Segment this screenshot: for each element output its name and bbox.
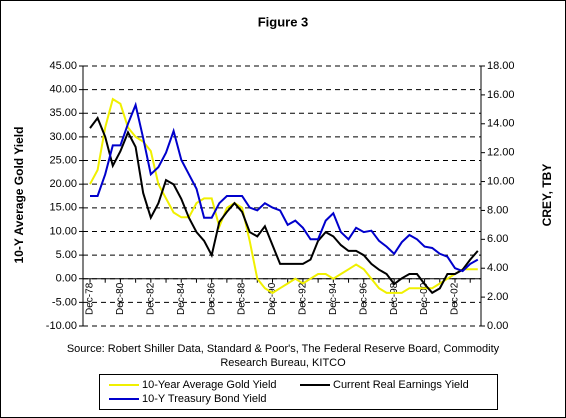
y-tick-label: 5.00	[56, 249, 77, 261]
y-tick-label: 15.00	[49, 202, 77, 214]
y-tick-label: 35.00	[49, 107, 77, 119]
source-note: Research Bureau, KITCO	[220, 357, 346, 369]
legend-label: 10-Year Average Gold Yield	[142, 379, 277, 391]
y2-tick-label: 12.00	[487, 147, 515, 159]
y-tick-label: -10.00	[46, 320, 77, 332]
y2-tick-label: 16.00	[487, 89, 515, 101]
x-tick-label: Dec-78	[85, 282, 96, 315]
y-tick-label: 45.00	[49, 60, 77, 72]
legend-label: 10-Y Treasury Bond Yield	[142, 393, 267, 405]
series-line	[89, 115, 479, 295]
x-tick-label: Dec-98	[389, 282, 400, 315]
y2-tick-label: 8.00	[487, 204, 508, 216]
legend-label: Current Real Earnings Yield	[333, 379, 469, 391]
x-tick-label: Dec-86	[206, 282, 217, 315]
x-tick-label: Dec-88	[237, 282, 248, 315]
legend-box	[99, 374, 498, 410]
y-tick-label: 30.00	[49, 131, 77, 143]
y2-tick-label: 18.00	[487, 60, 515, 72]
x-tick-label: Dec-90	[267, 282, 278, 315]
x-tick-label: Dec-84	[176, 282, 187, 315]
series-line	[90, 101, 479, 273]
x-tick-label: Dec-94	[328, 282, 339, 315]
source-note: Source: Robert Shiller Data, Standard & …	[67, 343, 500, 355]
y2-tick-label: 2.00	[487, 291, 508, 303]
x-tick-label: Dec-00	[419, 282, 430, 315]
chart-title: Figure 3	[258, 14, 309, 29]
series-line	[89, 97, 478, 295]
x-tick-label: Dec-96	[358, 282, 369, 315]
y-axis-title: 10-Y Average Gold Yield	[12, 127, 26, 264]
x-tick-label: Dec-02	[450, 282, 461, 315]
y-tick-label: 10.00	[49, 225, 77, 237]
y-tick-label: 40.00	[49, 84, 77, 96]
y2-tick-label: 4.00	[487, 262, 508, 274]
x-tick-label: Dec-80	[115, 282, 126, 315]
x-tick-label: Dec-82	[145, 282, 156, 315]
y-tick-label: 25.00	[49, 154, 77, 166]
y2-tick-label: 0.00	[487, 320, 508, 332]
y-tick-label: 0.00	[56, 273, 77, 285]
y2-tick-label: 14.00	[487, 118, 515, 130]
x-tick-label: Dec-92	[298, 282, 309, 315]
y-tick-label: 20.00	[49, 178, 77, 190]
y2-tick-label: 6.00	[487, 233, 508, 245]
y-tick-label: -5.00	[52, 296, 77, 308]
y2-axis-title: CREY, TBY	[540, 164, 554, 227]
y2-tick-label: 10.00	[487, 175, 515, 187]
